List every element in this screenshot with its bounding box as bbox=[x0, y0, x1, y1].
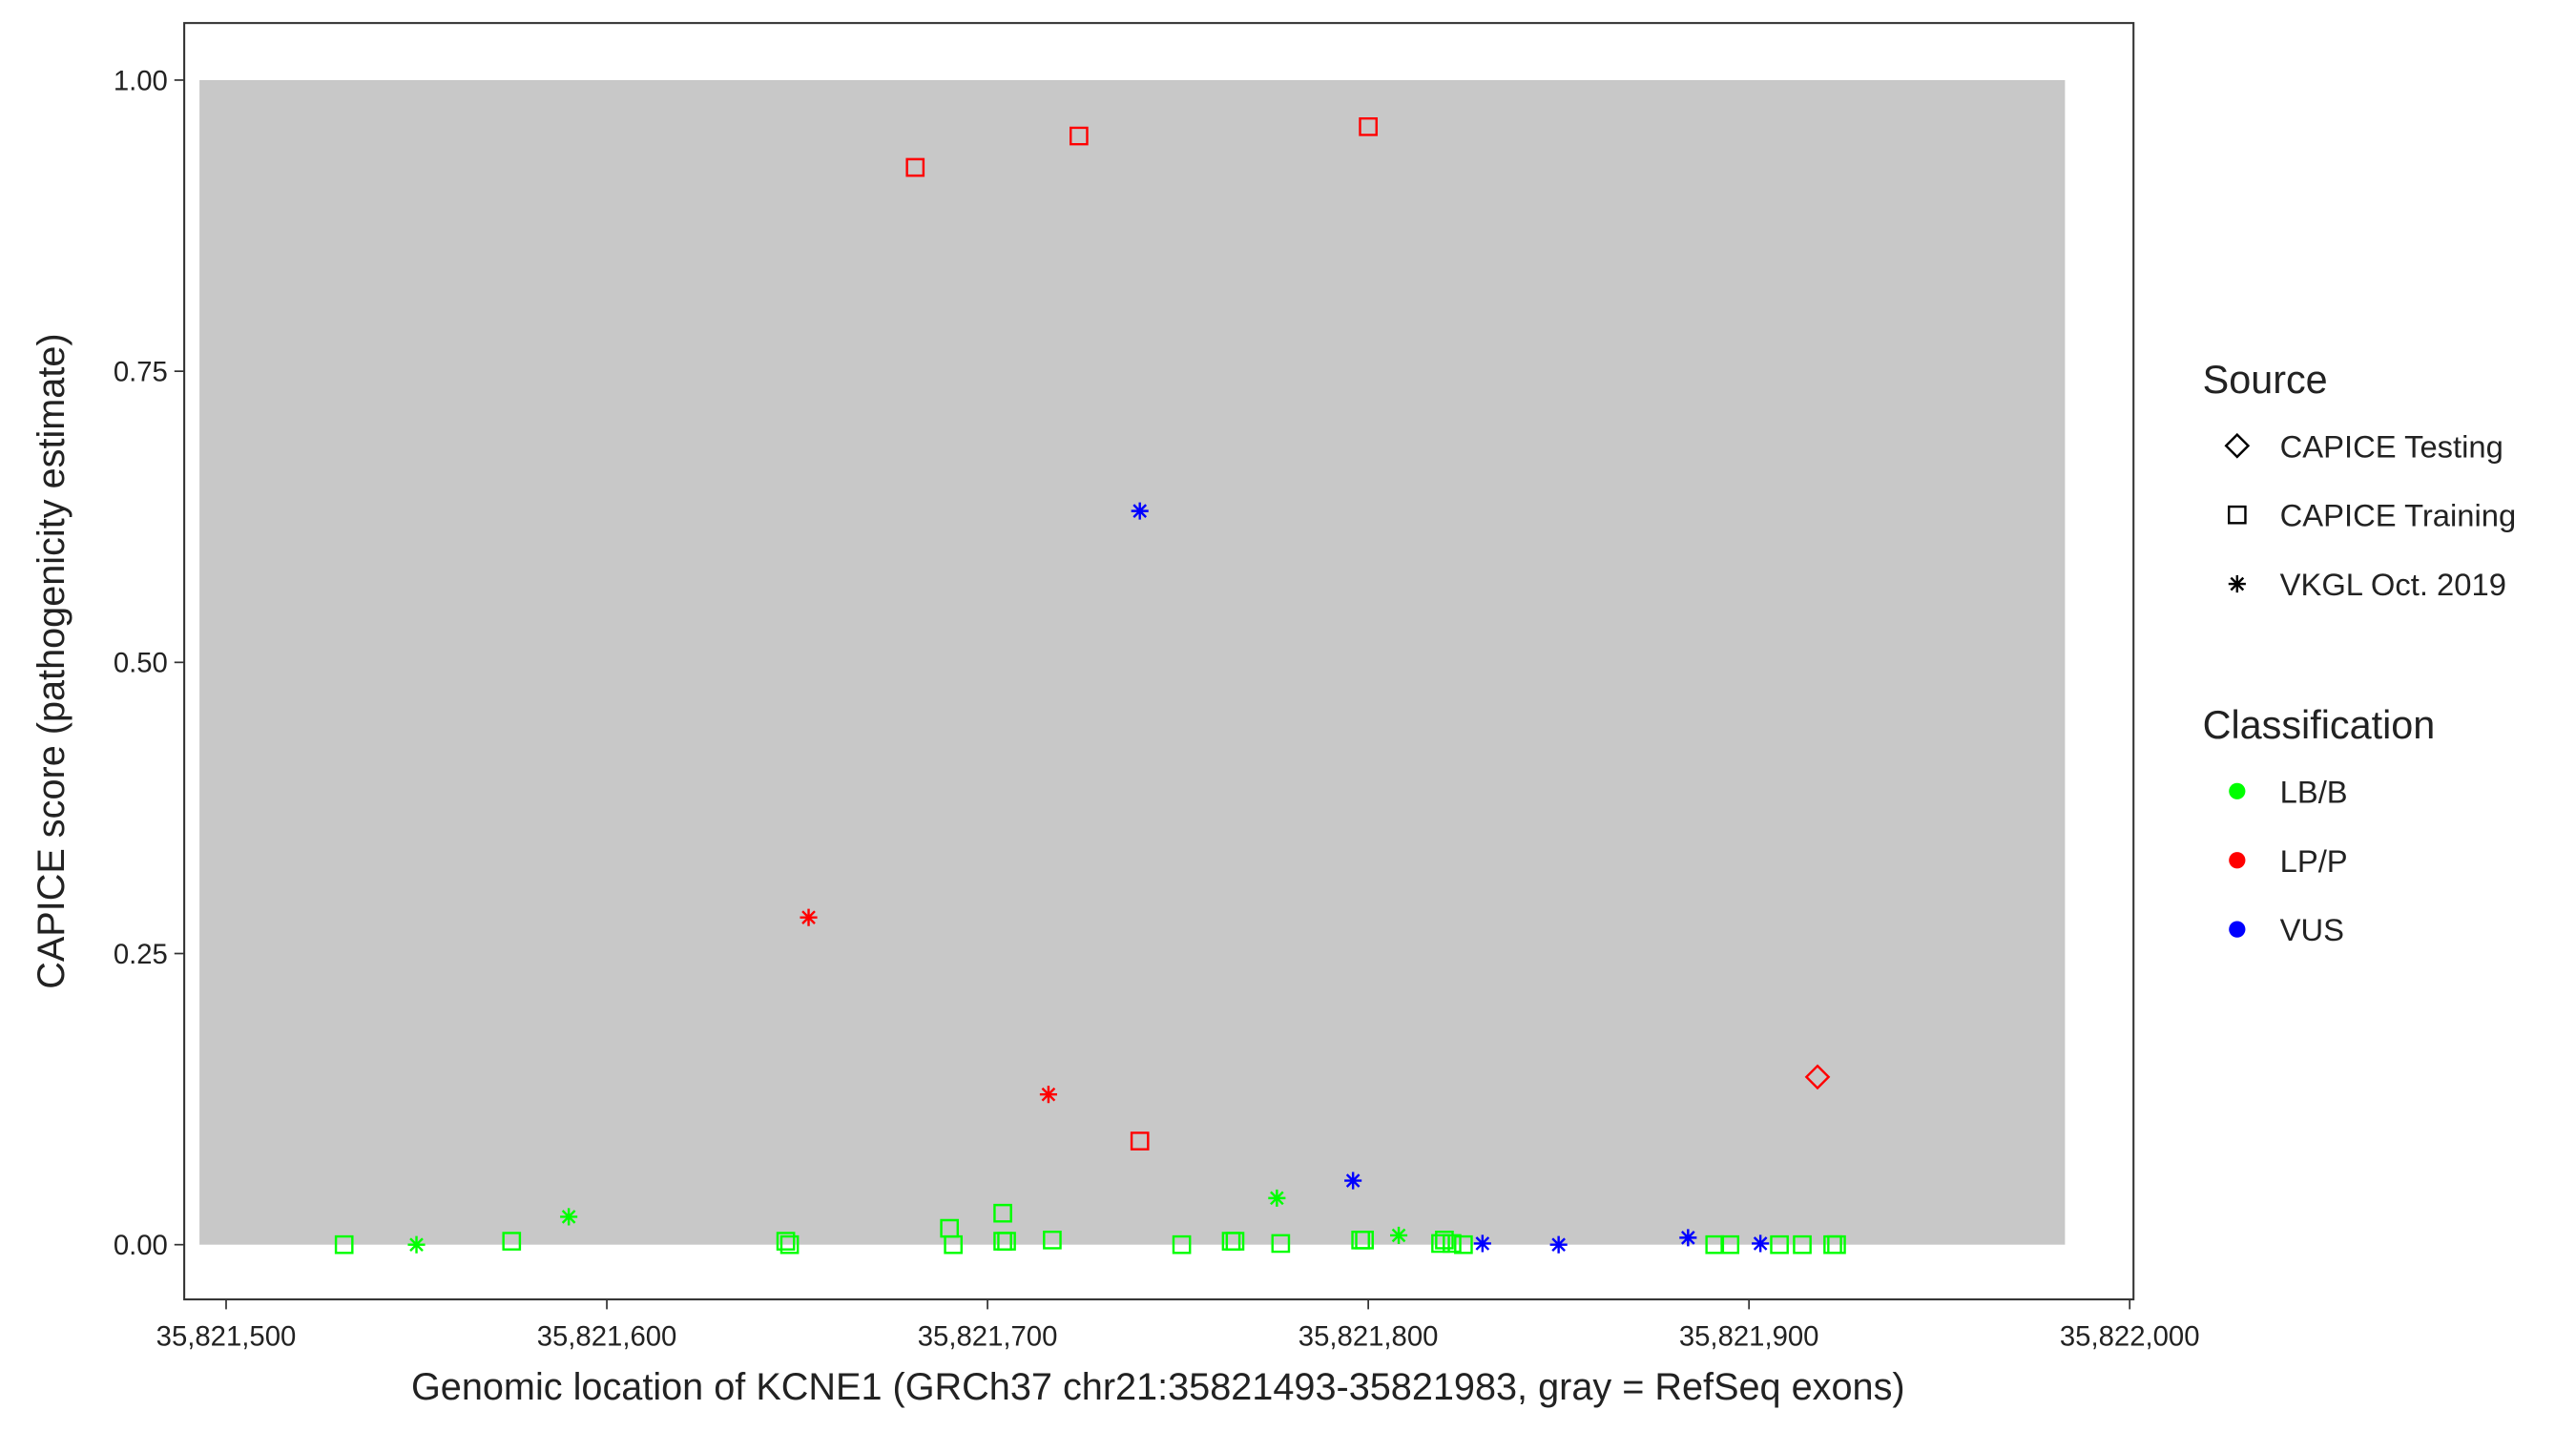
point bbox=[905, 157, 925, 177]
point bbox=[944, 1234, 963, 1255]
point bbox=[1793, 1234, 1812, 1255]
x-tick-label: 35,821,500 bbox=[156, 1320, 297, 1352]
point bbox=[776, 1232, 796, 1251]
point bbox=[1473, 1234, 1491, 1253]
legend-key bbox=[2224, 432, 2251, 459]
point bbox=[407, 1235, 426, 1254]
point bbox=[1043, 1230, 1062, 1250]
point bbox=[1172, 1234, 1192, 1255]
point bbox=[1679, 1229, 1697, 1247]
x-tick-label: 35,821,700 bbox=[918, 1320, 1058, 1352]
legend-label: LB/B bbox=[2280, 774, 2348, 809]
x-tick-label: 35,821,600 bbox=[537, 1320, 677, 1352]
legend-title: Source bbox=[2203, 358, 2328, 402]
legend-label: CAPICE Training bbox=[2280, 498, 2517, 533]
point bbox=[1130, 1131, 1150, 1151]
legend-key bbox=[2229, 782, 2246, 799]
x-axis-title: Genomic location of KCNE1 (GRCh37 chr21:… bbox=[411, 1366, 1905, 1408]
panel-border bbox=[183, 22, 2135, 1301]
point bbox=[1435, 1230, 1454, 1250]
point bbox=[1039, 1086, 1057, 1104]
legend-label: VUS bbox=[2280, 912, 2344, 947]
point bbox=[1355, 1230, 1374, 1250]
point bbox=[334, 1234, 354, 1255]
legend-title: Classification bbox=[2203, 703, 2436, 747]
y-axis-title: CAPICE score (pathogenicity estimate) bbox=[31, 333, 73, 988]
legend-key bbox=[2228, 575, 2246, 593]
x-tick-label: 35,822,000 bbox=[2060, 1320, 2200, 1352]
point bbox=[997, 1232, 1016, 1251]
point bbox=[1268, 1189, 1286, 1207]
x-tick-label: 35,821,800 bbox=[1298, 1320, 1439, 1352]
legend-label: VKGL Oct. 2019 bbox=[2280, 567, 2506, 602]
point bbox=[1131, 502, 1149, 520]
legend-label: LP/P bbox=[2280, 843, 2348, 879]
legend-key bbox=[2228, 505, 2247, 525]
point bbox=[1720, 1234, 1740, 1255]
point bbox=[1271, 1234, 1291, 1254]
point bbox=[1752, 1234, 1770, 1253]
point bbox=[1390, 1226, 1408, 1244]
point bbox=[1549, 1235, 1568, 1254]
y-tick-label: 0.00 bbox=[114, 1230, 168, 1261]
point bbox=[1070, 126, 1089, 146]
point bbox=[779, 1234, 800, 1255]
exon-band bbox=[199, 79, 2066, 1245]
point bbox=[993, 1203, 1012, 1223]
y-tick-label: 0.50 bbox=[114, 648, 168, 679]
point bbox=[1225, 1232, 1245, 1251]
point bbox=[1443, 1234, 1462, 1254]
legend-key bbox=[2229, 921, 2246, 938]
y-tick-label: 1.00 bbox=[114, 65, 168, 96]
point bbox=[1770, 1234, 1789, 1255]
y-tick-label: 0.25 bbox=[114, 939, 168, 970]
point bbox=[1359, 116, 1378, 136]
legend-key bbox=[2229, 852, 2246, 869]
point bbox=[1804, 1064, 1831, 1090]
point bbox=[1454, 1234, 1473, 1255]
point bbox=[502, 1232, 522, 1251]
x-tick-label: 35,821,900 bbox=[1679, 1320, 1819, 1352]
point bbox=[800, 908, 818, 926]
point bbox=[1827, 1234, 1846, 1255]
y-tick-label: 0.75 bbox=[114, 356, 168, 387]
point bbox=[560, 1208, 578, 1226]
legend-label: CAPICE Testing bbox=[2280, 428, 2503, 464]
point bbox=[1344, 1172, 1362, 1190]
